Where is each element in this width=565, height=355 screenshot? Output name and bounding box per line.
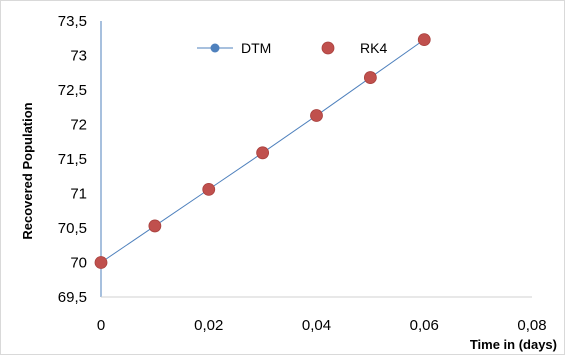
- y-tick-label: 71,5: [58, 151, 87, 168]
- legend-dtm-marker: [210, 43, 220, 53]
- y-ticks: 69,5 70 70,5 71 71,5 72 72,5 73 73,5: [58, 13, 87, 306]
- y-tick-label: 69,5: [58, 289, 87, 306]
- x-ticks: 0 0,02 0,04 0,06 0,08: [97, 317, 547, 334]
- x-axis-title: Time in (days): [470, 337, 557, 352]
- legend-rk4-label: RK4: [360, 40, 387, 56]
- series-layer: [94, 33, 431, 269]
- y-tick-label: 72: [70, 117, 87, 134]
- x-tick-label: 0,06: [410, 317, 439, 334]
- y-tick-label: 70,5: [58, 220, 87, 237]
- y-tick-label: 70: [70, 255, 87, 272]
- axes: [100, 21, 532, 298]
- y-tick-label: 72,5: [58, 82, 87, 99]
- y-tick-label: 71: [70, 186, 87, 203]
- legend: DTM RK4: [197, 40, 387, 56]
- rk4-point: [417, 33, 431, 47]
- y-axis-title: Recovered Population: [20, 102, 35, 239]
- x-tick-label: 0: [97, 317, 105, 334]
- x-tick-label: 0,08: [517, 317, 546, 334]
- x-tick-label: 0,04: [302, 317, 331, 334]
- x-tick-label: 0,02: [194, 317, 223, 334]
- y-tick-label: 73: [70, 48, 87, 65]
- legend-dtm-label: DTM: [241, 40, 271, 56]
- rk4-point: [148, 219, 162, 233]
- rk4-point: [202, 182, 216, 196]
- rk4-point: [363, 71, 377, 84]
- rk4-point: [256, 146, 270, 160]
- legend-rk4-marker: [321, 41, 335, 55]
- y-tick-label: 73,5: [58, 13, 87, 30]
- rk4-point: [94, 256, 108, 269]
- rk4-point: [310, 109, 323, 122]
